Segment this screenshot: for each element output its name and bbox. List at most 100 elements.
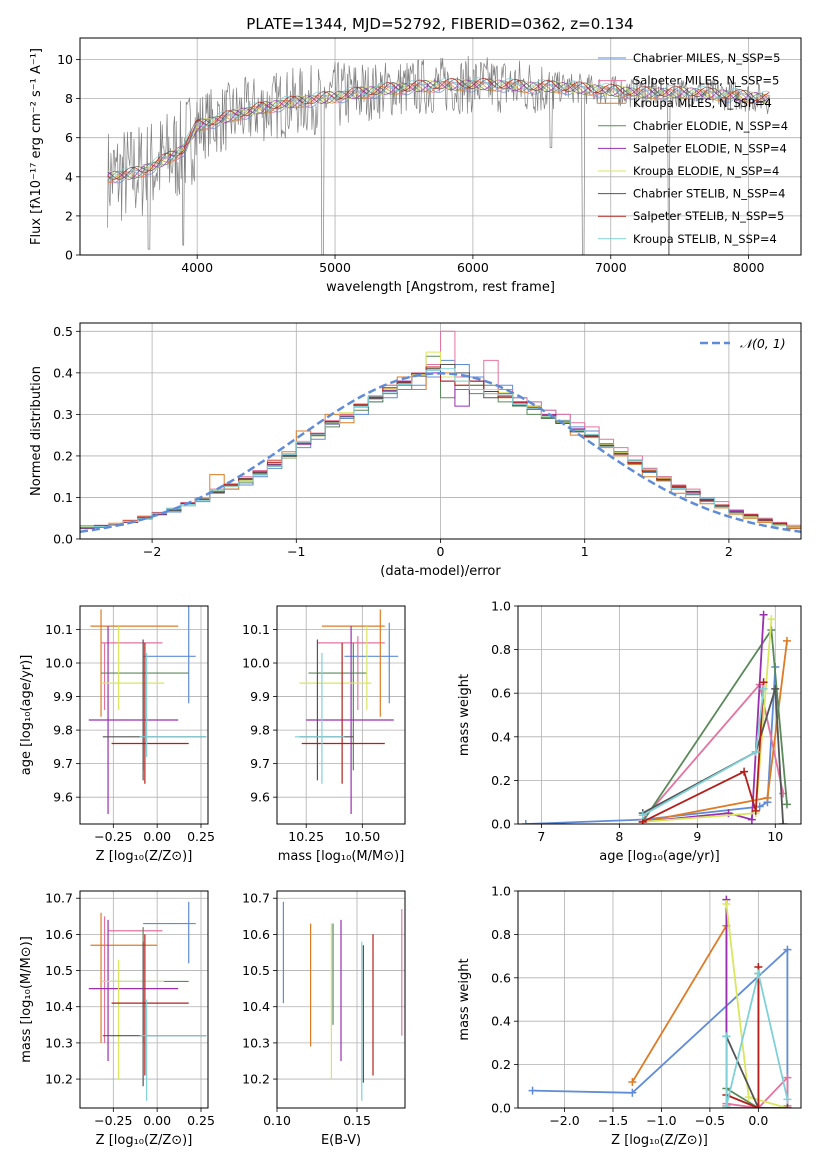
panel-spectrum: 4000 5000 6000 7000 8000 0 2 4 6 8 10 wavelength [A… — [29, 37, 802, 295]
errorbar-point — [143, 606, 196, 704]
x-tick-label: 0.25 — [187, 829, 215, 844]
x-tick-label: 10 — [767, 829, 783, 844]
panel-mass-vs-ebv: 0.10 0.15 10.2 10.3 10.4 10.5 10.6 10.7 E(B-V) — [242, 890, 406, 1148]
weight-marker — [759, 684, 768, 693]
weight-marker — [779, 820, 788, 824]
plot-area — [88, 901, 207, 1101]
weight-marker — [528, 1086, 537, 1095]
weight-marker — [782, 636, 791, 645]
x-tick-label: 5000 — [319, 260, 351, 275]
x-tick-label: 2 — [725, 544, 733, 559]
x-tick-label: 8000 — [733, 260, 765, 275]
y-tick-label: 10.0 — [242, 656, 270, 671]
x-tick-label: 0.0 — [748, 1113, 768, 1128]
x-axis-label: (data-model)/error — [380, 564, 501, 579]
errorbar-point — [88, 626, 179, 814]
weight-marker — [763, 793, 772, 802]
y-tick-label: 0.6 — [491, 970, 511, 985]
errorbar-point — [299, 639, 354, 781]
y-tick-label: 9.9 — [250, 689, 270, 704]
plot-area — [521, 610, 791, 824]
panel-mass-vs-metallicity: −0.25 0.00 0.25 10.2 10.3 10.4 10.5 10.6 10.7 Z [… — [19, 890, 215, 1148]
axes-frame — [276, 605, 406, 825]
panel-residuals: −2 −1 0 1 2 0.0 0.1 0.2 0.3 0.4 0.5 (data-model)/er… — [29, 322, 802, 579]
panel-age-vs-mass: 10.25 10.50 9.6 9.7 9.8 9.9 10.0 10.1 mass [log₁… — [242, 605, 406, 864]
figure-title: PLATE=1344, MJD=52792, FIBERID=0362, z=0… — [246, 15, 633, 33]
x-tick-label: 0.00 — [143, 829, 171, 844]
weight-line — [725, 973, 789, 1107]
x-axis-label: age [log₁₀(age/yr)] — [599, 849, 720, 864]
spectrum-model-line — [107, 77, 770, 180]
y-tick-label: 10.3 — [45, 1035, 73, 1050]
y-tick-label: 0.3 — [53, 407, 73, 422]
x-tick-label: −0.25 — [94, 829, 132, 844]
x-tick-label: 10.50 — [344, 829, 380, 844]
weight-line — [525, 666, 777, 824]
x-tick-label: 7000 — [595, 260, 627, 275]
x-tick-label: −0.5 — [695, 1113, 725, 1128]
weight-marker — [767, 615, 776, 624]
weight-line — [725, 1036, 788, 1108]
weight-line — [532, 947, 789, 1108]
normal-curve — [80, 372, 801, 533]
y-tick-label: 0 — [65, 248, 73, 263]
y-tick-label: 9.6 — [53, 790, 73, 805]
errorbar-point — [111, 642, 189, 784]
spectrum-model-line — [107, 77, 770, 180]
y-tick-label: 0.4 — [491, 729, 511, 744]
plot-area — [88, 606, 207, 814]
x-axis-label: Z [log₁₀(Z/Z⊙)] — [96, 1133, 193, 1148]
x-tick-label: −1.0 — [646, 1113, 676, 1128]
panel-mass-weight-vs-metallicity: −2.0 −1.5 −1.0 −0.5 0.0 0.0 0.2 0.4 0.6 0.8 1.0 Z [… — [457, 884, 802, 1148]
errorbar-point — [90, 912, 158, 1043]
y-tick-label: 9.9 — [53, 689, 73, 704]
y-tick-label: 9.8 — [250, 723, 270, 738]
errorbar-point — [139, 999, 207, 1101]
x-axis-label: Z [log₁₀(Z/Z⊙)] — [611, 1133, 708, 1148]
y-tick-label: 0.2 — [491, 773, 511, 788]
y-tick-label: 0.8 — [491, 642, 511, 657]
y-axis-label: age [log₁₀(age/yr)] — [19, 655, 34, 776]
y-tick-label: 10.2 — [242, 1072, 270, 1087]
x-tick-label: 4000 — [181, 260, 213, 275]
y-tick-label: 0.5 — [53, 324, 73, 339]
plot-area — [528, 895, 792, 1108]
weight-line — [642, 688, 784, 824]
axes-frame — [79, 890, 209, 1109]
y-tick-label: 8 — [65, 91, 73, 106]
x-tick-label: 0.10 — [263, 1113, 291, 1128]
x-tick-label: 9 — [693, 829, 701, 844]
histogram-series — [80, 368, 801, 539]
weight-marker — [747, 815, 756, 824]
legend-entry: Kroupa MILES, N_SSP=4 — [633, 96, 772, 110]
errorbar-point — [101, 626, 165, 710]
axes-frame — [276, 890, 406, 1109]
residual-legend: 𝒩(0, 1) — [700, 336, 786, 351]
weight-series — [528, 945, 792, 1108]
weight-marker — [759, 610, 768, 619]
errorbar-point — [299, 626, 372, 710]
y-tick-label: 0.4 — [491, 1014, 511, 1029]
y-tick-label: 10.2 — [45, 1072, 73, 1087]
spectrum-model-line — [107, 81, 770, 184]
legend-entry: Salpeter STELIB, N_SSP=5 — [633, 209, 784, 223]
y-axis-label: mass weight — [457, 674, 472, 756]
errorbar-point — [90, 609, 179, 717]
x-tick-label: 1 — [581, 544, 589, 559]
x-axis-label: E(B-V) — [321, 1133, 361, 1148]
weight-line — [641, 627, 788, 823]
y-tick-label: 1.0 — [491, 884, 511, 899]
weight-marker — [783, 1073, 792, 1082]
legend-entry: Chabrier ELODIE, N_SSP=4 — [633, 119, 788, 133]
weight-marker — [754, 969, 763, 978]
y-tick-label: 9.6 — [250, 790, 270, 805]
x-tick-label: 10.25 — [288, 829, 324, 844]
y-tick-label: 10.6 — [242, 927, 270, 942]
y-tick-label: 10.5 — [45, 963, 73, 978]
weight-marker — [754, 1104, 763, 1108]
legend-entry: Kroupa STELIB, N_SSP=4 — [633, 232, 777, 246]
x-axis-label: mass [log₁₀(M/M⊙)] — [278, 849, 405, 864]
errorbar-point — [321, 609, 385, 717]
y-tick-label: 0.4 — [53, 365, 73, 380]
weight-marker — [740, 767, 749, 776]
